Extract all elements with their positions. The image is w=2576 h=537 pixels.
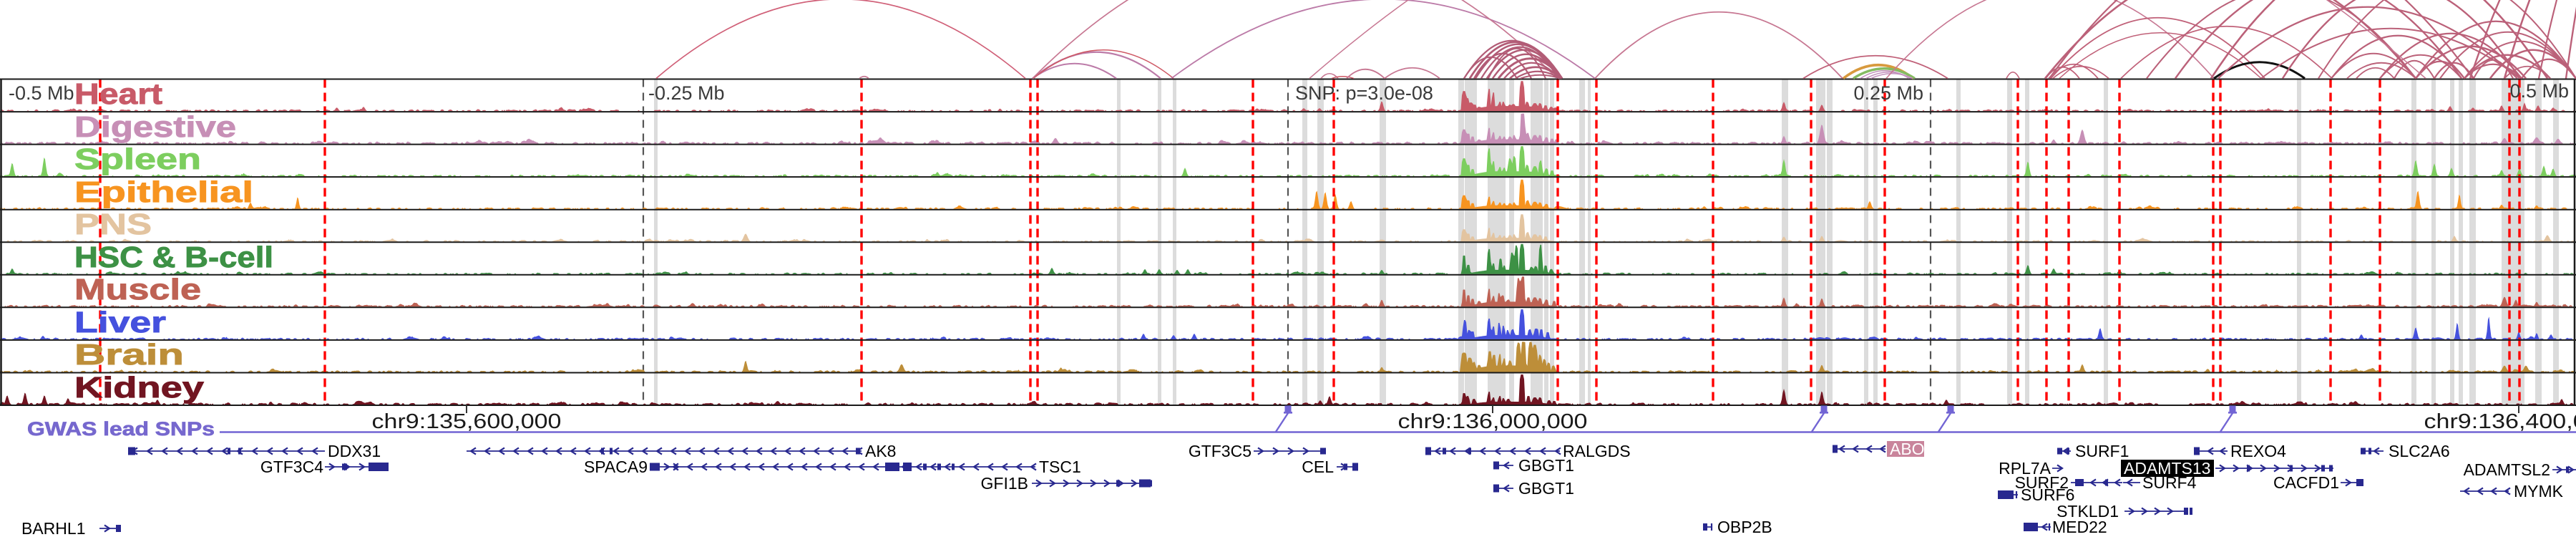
svg-text:PNS: PNS — [74, 208, 152, 241]
svg-text:Spleen: Spleen — [74, 142, 201, 175]
svg-text:GTF3C4: GTF3C4 — [260, 458, 323, 476]
svg-text:BARHL1: BARHL1 — [21, 519, 85, 537]
svg-text:GTF3C5: GTF3C5 — [1189, 442, 1252, 460]
svg-text:GWAS lead SNPs: GWAS lead SNPs — [27, 418, 215, 440]
svg-text:0.5 Mb: 0.5 Mb — [2509, 80, 2569, 102]
svg-text:GBGT1: GBGT1 — [1518, 456, 1574, 475]
svg-text:TSC1: TSC1 — [1039, 458, 1081, 476]
svg-text:ADAMTS13: ADAMTS13 — [2124, 459, 2210, 478]
svg-text:CEL: CEL — [1302, 458, 1334, 476]
svg-text:SPACA9: SPACA9 — [584, 458, 648, 476]
svg-text:OBP2B: OBP2B — [1717, 518, 1772, 536]
svg-text:MED22: MED22 — [2052, 518, 2107, 536]
svg-text:0.25 Mb: 0.25 Mb — [1853, 82, 1923, 104]
svg-text:SNP: p=3.0e-08: SNP: p=3.0e-08 — [1295, 82, 1433, 104]
svg-text:REXO4: REXO4 — [2230, 442, 2286, 460]
svg-text:chr9:136,400,000: chr9:136,400,000 — [2424, 410, 2576, 433]
svg-text:chr9:136,000,000: chr9:136,000,000 — [1398, 410, 1588, 433]
svg-text:MYMK: MYMK — [2514, 482, 2564, 500]
svg-text:SLC2A6: SLC2A6 — [2389, 442, 2450, 460]
svg-text:SURF4: SURF4 — [2142, 473, 2197, 492]
svg-text:HSC & B-cell: HSC & B-cell — [74, 241, 273, 274]
svg-text:Epithelial: Epithelial — [74, 175, 253, 208]
svg-text:chr9:135,600,000: chr9:135,600,000 — [372, 410, 562, 433]
svg-text:Brain: Brain — [74, 338, 184, 371]
svg-text:SURF6: SURF6 — [2021, 485, 2074, 504]
svg-text:-0.25 Mb: -0.25 Mb — [648, 82, 725, 104]
svg-text:Heart: Heart — [74, 77, 162, 110]
svg-text:SURF1: SURF1 — [2075, 442, 2129, 460]
svg-text:Muscle: Muscle — [74, 273, 201, 306]
svg-text:SURF2: SURF2 — [2015, 473, 2069, 492]
svg-text:-0.5 Mb: -0.5 Mb — [9, 82, 74, 104]
svg-text:GFI1B: GFI1B — [981, 474, 1028, 493]
svg-text:Liver: Liver — [74, 306, 166, 339]
svg-text:Digestive: Digestive — [74, 110, 236, 143]
svg-text:RPL7A: RPL7A — [1999, 459, 2051, 478]
svg-text:Kidney: Kidney — [74, 371, 204, 404]
svg-text:DDX31: DDX31 — [328, 442, 381, 460]
svg-text:RALGDS: RALGDS — [1563, 442, 1631, 460]
svg-text:AK8: AK8 — [865, 442, 896, 460]
svg-text:STKLD1: STKLD1 — [2057, 502, 2119, 521]
svg-text:GBGT1: GBGT1 — [1518, 479, 1574, 498]
svg-text:CACFD1: CACFD1 — [2273, 473, 2339, 492]
svg-text:ABO: ABO — [1890, 440, 1925, 458]
svg-text:ADAMTSL2: ADAMTSL2 — [2464, 460, 2550, 479]
